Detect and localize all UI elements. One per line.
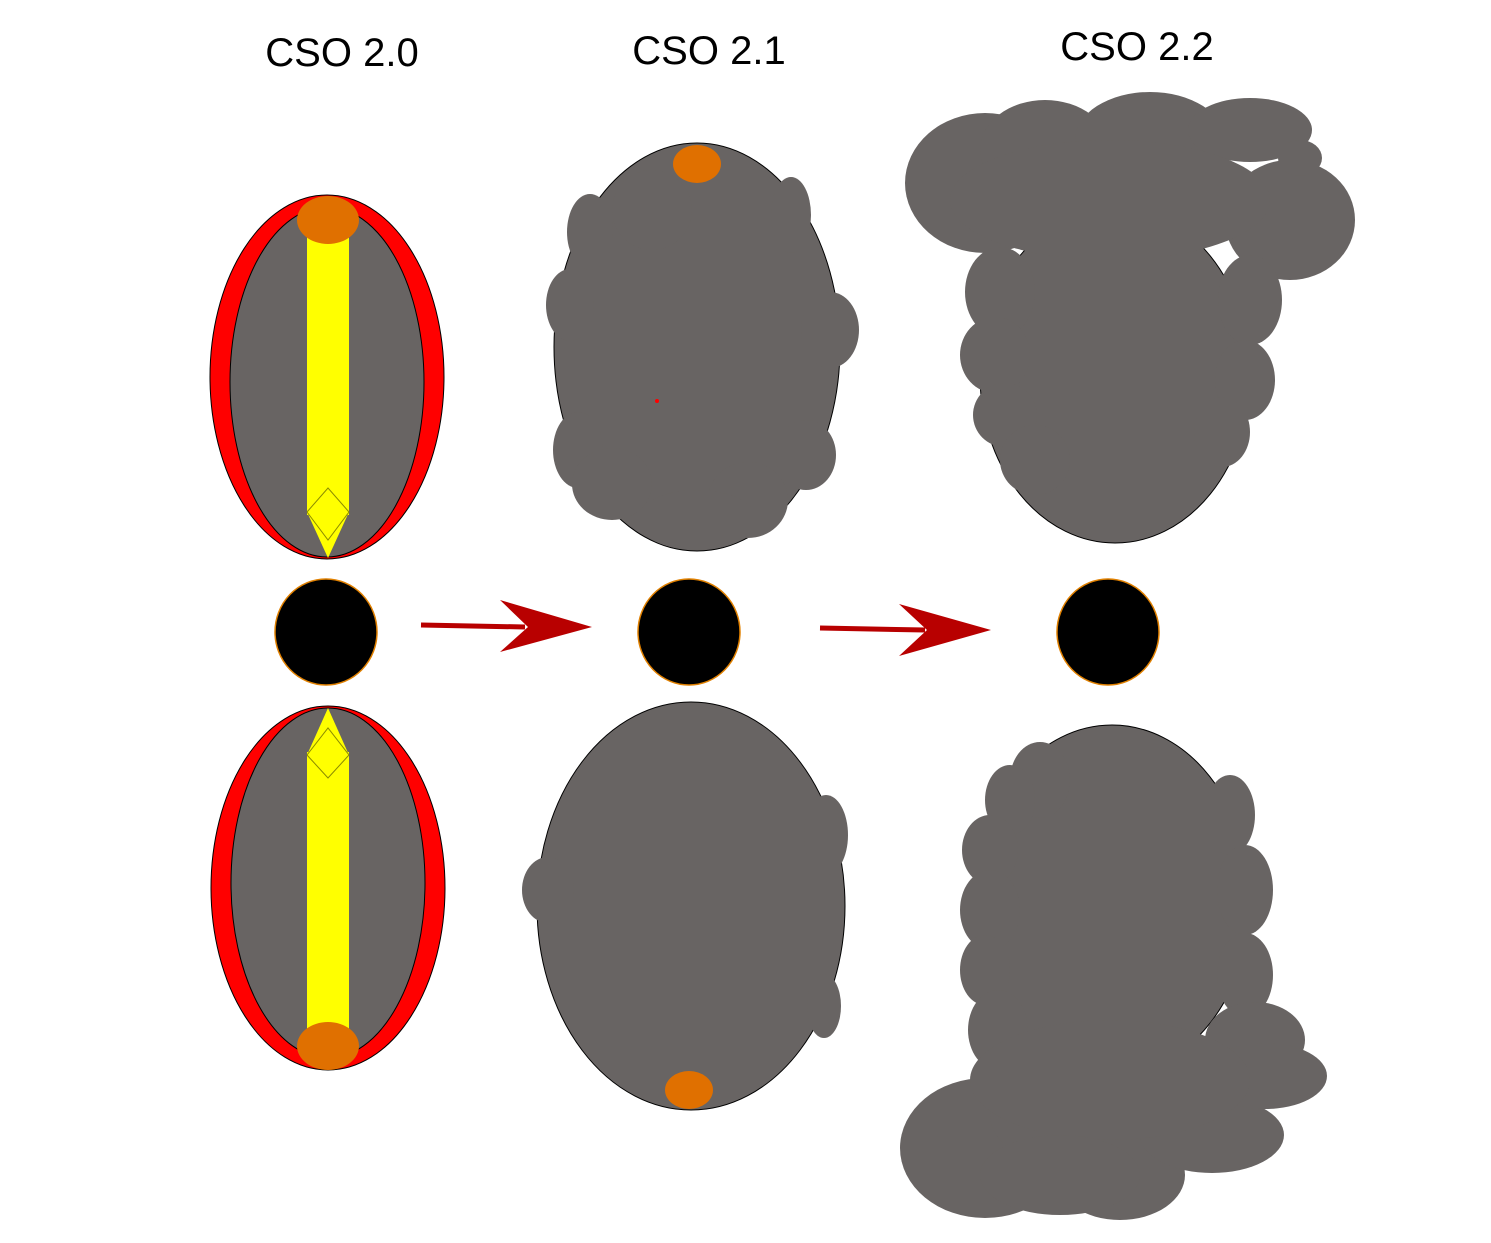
jet-tip [307, 708, 349, 755]
lower-lobe-cso-2-2 [900, 724, 1327, 1220]
stage-cso-2-0 [209, 194, 446, 1071]
gray-cavity [536, 701, 846, 1111]
jet-tip [307, 512, 349, 558]
jet-tip-outline [306, 727, 350, 779]
lower-lobe-cso-2-0 [210, 705, 446, 1071]
cloud-bumps [905, 92, 1355, 495]
central-core-black-circle [1056, 578, 1160, 686]
jet-tip-outline [306, 487, 350, 541]
central-core-black-circle [637, 578, 741, 686]
orange-hotspot [297, 196, 359, 244]
evolution-arrow-2 [819, 604, 991, 656]
upper-lobe-cso-2-0 [209, 194, 445, 560]
stage-title-cso-2-2: CSO 2.2 [1060, 25, 1213, 69]
stage-cso-2-2 [900, 92, 1355, 1220]
orange-hotspot [665, 1071, 713, 1109]
yellow-jet [307, 230, 349, 515]
stage-title-cso-2-1: CSO 2.1 [632, 29, 785, 73]
central-core-black-circle [274, 578, 378, 686]
yellow-jet [307, 752, 349, 1042]
cloud-bumps [522, 795, 848, 1038]
cloud-bumps [900, 742, 1327, 1220]
evolution-arrow-1 [420, 600, 592, 652]
upper-lobe-cso-2-1 [546, 142, 859, 552]
upper-lobe-cso-2-2 [905, 92, 1355, 544]
lower-lobe-cso-2-1 [522, 701, 848, 1111]
stage-title-cso-2-0: CSO 2.0 [265, 31, 418, 75]
cloud-bumps [546, 170, 859, 550]
orange-hotspot [673, 145, 721, 183]
orange-hotspot [297, 1022, 359, 1070]
stage-cso-2-1 [522, 142, 859, 1111]
red-point [655, 399, 659, 403]
